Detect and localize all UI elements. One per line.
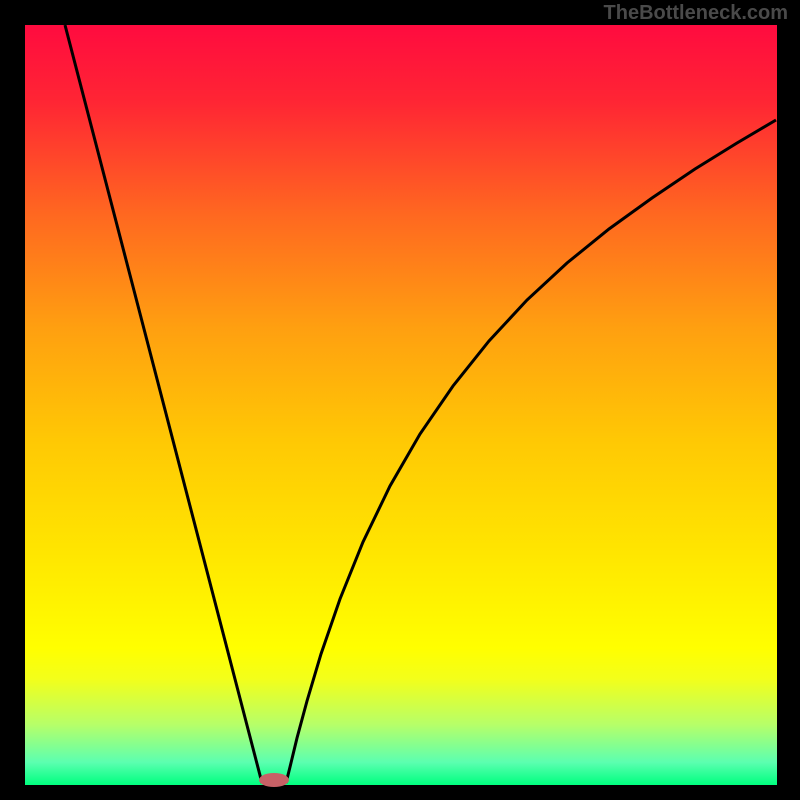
bottleneck-marker	[259, 773, 289, 787]
right-curve	[286, 120, 776, 783]
curve-overlay	[25, 25, 777, 785]
watermark-text: TheBottleneck.com	[604, 2, 788, 25]
plot-area	[25, 25, 777, 785]
left-curve	[65, 25, 262, 783]
chart-container: TheBottleneck.com	[0, 0, 800, 800]
